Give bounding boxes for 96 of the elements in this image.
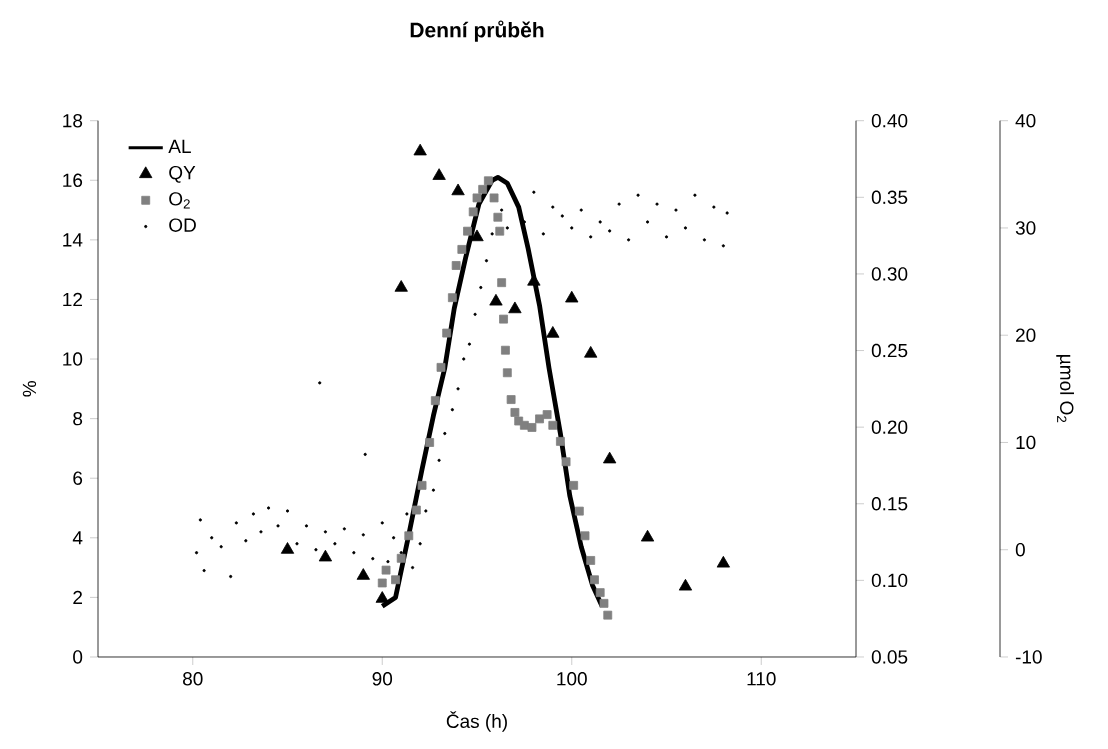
point: [542, 410, 552, 419]
y2-tick-label: 0.20: [871, 420, 908, 434]
point: [430, 396, 440, 406]
point: [413, 143, 427, 156]
point: [489, 293, 503, 306]
y-tick-label: 0: [73, 650, 83, 664]
point: [506, 395, 516, 404]
point: [599, 598, 609, 608]
point: [318, 549, 333, 562]
point: [508, 301, 522, 314]
y2-tick-label: 0.25: [871, 343, 908, 358]
y3-tick-label: 10: [1016, 435, 1036, 450]
x-tick-label: 110: [747, 672, 776, 686]
legend-label: OD: [169, 218, 196, 232]
chart-title: Denní průběh: [410, 20, 544, 42]
point: [586, 556, 596, 565]
y3-tick-label: 0: [1015, 543, 1025, 557]
y2-tick-label: 0.10: [871, 573, 908, 588]
point: [478, 184, 488, 194]
point: [468, 207, 478, 217]
y3-tick-label: 40: [1015, 113, 1036, 128]
y3-axis-title: µmol O$_{2}$: [1056, 355, 1074, 423]
point: [603, 610, 613, 620]
y-tick-label: 16: [63, 173, 83, 188]
y3-tick-label: 30: [1015, 221, 1036, 235]
x-tick-label: 80: [183, 672, 203, 686]
point: [502, 368, 512, 378]
point: [417, 480, 427, 490]
y2-tick-label: 0.30: [871, 267, 908, 281]
point: [497, 278, 507, 288]
point: [493, 212, 503, 222]
point: [425, 438, 435, 447]
point: [603, 451, 617, 464]
point: [436, 362, 446, 372]
point: [483, 176, 493, 186]
y2-tick-label: 0.05: [871, 650, 908, 664]
y-tick-label: 18: [63, 113, 83, 128]
point: [535, 414, 544, 424]
point: [565, 290, 579, 303]
point: [457, 245, 467, 254]
point: [394, 280, 408, 292]
x-axis-title: Čas (h): [446, 711, 507, 732]
point: [527, 423, 537, 432]
point: [381, 565, 391, 575]
point: [280, 542, 295, 554]
point: [470, 229, 484, 242]
y-tick-label: 2: [73, 590, 83, 605]
legend-label: QY: [169, 165, 196, 183]
point: [375, 591, 389, 603]
point: [716, 555, 730, 568]
point: [546, 326, 560, 338]
y-tick-label: 10: [63, 352, 83, 366]
y-tick-label: 12: [63, 292, 82, 307]
y2-tick-label: 0.15: [871, 497, 908, 511]
point: [499, 314, 508, 324]
point: [640, 529, 655, 542]
legend-label: AL: [168, 139, 191, 153]
point: [574, 506, 584, 516]
point: [451, 183, 465, 196]
point: [396, 553, 406, 563]
point: [590, 575, 599, 585]
point: [377, 578, 387, 588]
x-tick-label: 90: [372, 672, 393, 686]
y3-tick-label: -10: [1015, 650, 1042, 664]
point: [391, 575, 400, 585]
point: [356, 568, 370, 580]
y-tick-label: 4: [72, 531, 83, 545]
point: [678, 578, 693, 591]
x-tick-label: 100: [557, 672, 587, 686]
point: [472, 193, 482, 203]
point: [510, 408, 520, 417]
y-tick-label: 14: [63, 233, 83, 247]
point: [501, 345, 510, 355]
y-tick-label: 8: [73, 411, 83, 426]
y2-tick-label: 0.35: [871, 190, 908, 205]
point: [595, 588, 605, 598]
point: [432, 168, 446, 180]
point: [584, 346, 598, 358]
point: [463, 226, 472, 236]
y-tick-label: 6: [73, 471, 83, 485]
point: [451, 261, 461, 270]
point: [548, 420, 558, 430]
point: [489, 193, 499, 203]
point: [411, 505, 421, 515]
y-axis-title: %: [22, 381, 37, 397]
point: [580, 531, 590, 541]
point: [555, 437, 565, 446]
point: [569, 480, 579, 490]
legend-label: O$_{2}$: [169, 192, 190, 209]
point: [561, 457, 571, 467]
point: [447, 293, 457, 303]
y2-tick-label: 0.40: [871, 113, 908, 128]
point: [404, 531, 414, 541]
y3-tick-label: 20: [1016, 328, 1036, 342]
point: [495, 226, 505, 236]
point: [442, 328, 452, 338]
